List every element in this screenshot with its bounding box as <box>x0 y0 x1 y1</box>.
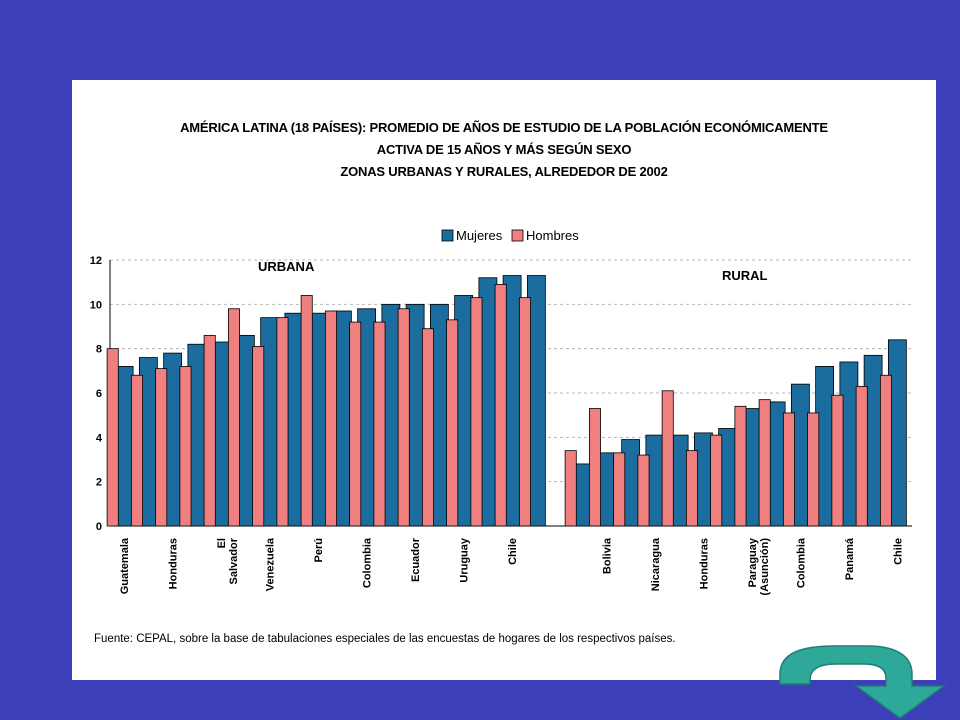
bar-hombres <box>685 450 698 527</box>
y-tick-label: 2 <box>96 477 102 489</box>
bar-hombres <box>710 434 723 527</box>
x-tick-label: Ecuador <box>410 537 422 582</box>
legend-swatch <box>511 229 524 242</box>
bar-hombres <box>470 297 483 527</box>
x-tick-label: Uruguay <box>459 537 471 583</box>
y-tick-label: 6 <box>96 388 102 400</box>
group-label: URBANA <box>258 259 315 274</box>
bar-hombres <box>637 454 650 527</box>
chart-title-line-3: ZONAS URBANAS Y RURALES, ALREDEDOR DE 20… <box>340 164 668 179</box>
x-tick-label: Colombia <box>795 537 807 588</box>
x-tick-label: Nicaragua <box>650 537 662 591</box>
bar-hombres <box>758 399 771 527</box>
x-tick-label: Perú <box>313 538 325 562</box>
x-tick-label: Venezuela <box>265 537 277 591</box>
y-tick-label: 0 <box>96 521 102 533</box>
bar-hombres <box>855 385 868 527</box>
x-tick-label: Colombia <box>362 537 374 588</box>
x-tick-label: Guatemala <box>119 537 131 594</box>
bar-hombres <box>734 405 747 527</box>
bar-hombres <box>106 348 119 527</box>
bar-hombres <box>831 394 844 527</box>
x-tick-label: Chile <box>892 538 904 565</box>
bar-hombres <box>179 365 192 527</box>
x-tick-label: Panamá <box>844 537 856 580</box>
bar-hombres <box>613 452 626 527</box>
legend-label: Mujeres <box>456 228 503 243</box>
x-tick-label: (Asunción) <box>759 538 771 596</box>
x-tick-label: Chile <box>507 538 519 565</box>
bar-hombres <box>518 297 531 527</box>
x-tick-label: Salvador <box>228 537 240 584</box>
source-note: Fuente: CEPAL, sobre la base de tabulaci… <box>94 633 676 645</box>
bar-hombres <box>588 408 601 527</box>
bar-hombres <box>349 321 362 527</box>
bar-hombres <box>373 321 386 527</box>
x-tick-label: El <box>216 538 228 548</box>
y-tick-label: 10 <box>90 299 102 311</box>
legend-swatch <box>441 229 454 242</box>
y-tick-label: 12 <box>90 255 102 267</box>
bar-hombres <box>807 412 820 527</box>
bar-hombres <box>564 450 577 527</box>
x-tick-label: Paraguay <box>747 537 759 587</box>
chart-title-line-1: AMÉRICA LATINA (18 PAÍSES): PROMEDIO DE … <box>180 120 828 135</box>
bar-hombres <box>446 319 459 527</box>
bar-hombres <box>203 334 216 527</box>
bar-hombres <box>397 308 410 527</box>
bar-hombres <box>227 308 240 527</box>
y-tick-label: 4 <box>96 432 103 444</box>
bar-hombres <box>276 317 289 527</box>
chart-panel: AMÉRICA LATINA (18 PAÍSES): PROMEDIO DE … <box>72 80 936 680</box>
bar-hombres <box>324 310 337 527</box>
bar-hombres <box>155 368 168 527</box>
bar-hombres <box>300 295 313 527</box>
bar-chart: 0 2 4 6 8 10 12 Mujeres Hombres URBANA Guatemala Ho… <box>90 228 912 596</box>
group-label: RURAL <box>722 268 768 283</box>
x-tick-label: Honduras <box>168 538 180 589</box>
chart-title-line-2: ACTIVA DE 15 AÑOS Y MÁS SEGÚN SEXO <box>376 142 632 157</box>
bar-hombres <box>661 390 674 527</box>
curved-return-arrow-icon[interactable] <box>772 644 952 720</box>
x-tick-label: Bolivia <box>601 537 613 574</box>
bar-hombres <box>879 374 892 527</box>
x-tick-label: Honduras <box>698 538 710 589</box>
bar-hombres <box>494 283 507 527</box>
bar-hombres <box>130 374 143 527</box>
y-tick-label: 8 <box>96 344 102 356</box>
bar-hombres <box>421 328 434 527</box>
bar-hombres <box>782 412 795 527</box>
bar-hombres <box>252 346 265 527</box>
legend-label: Hombres <box>526 228 579 243</box>
